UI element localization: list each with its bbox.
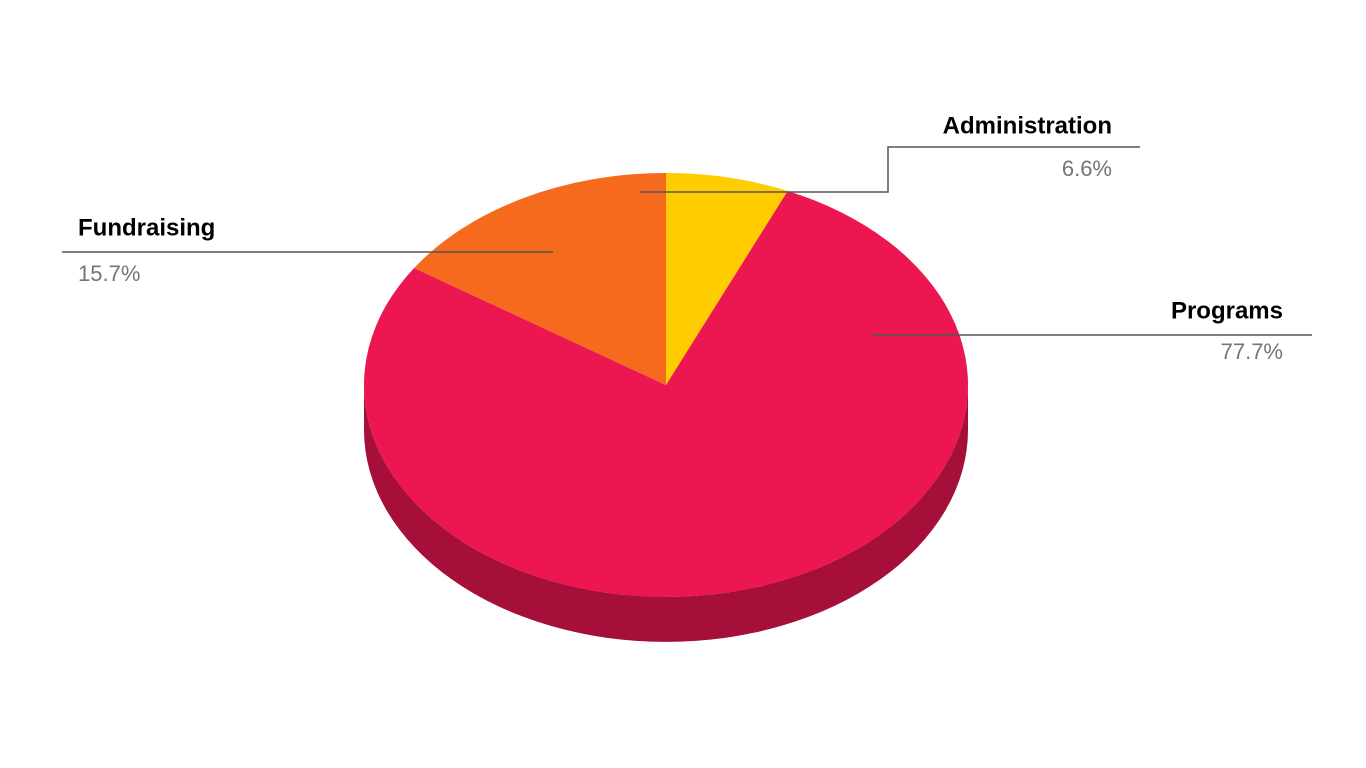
pie-slice bbox=[666, 173, 788, 385]
slice-value: 6.6% bbox=[1062, 156, 1112, 181]
leader-line bbox=[640, 146, 1140, 193]
slice-value: 77.7% bbox=[1221, 339, 1283, 364]
pie-slice bbox=[414, 173, 666, 385]
pie-side bbox=[364, 385, 968, 642]
slice-value: 15.7% bbox=[78, 261, 140, 286]
pie-slice bbox=[364, 190, 968, 598]
slice-label: Administration bbox=[943, 112, 1112, 139]
slice-label: Programs bbox=[1171, 297, 1283, 324]
slice-label: Fundraising bbox=[78, 214, 215, 241]
